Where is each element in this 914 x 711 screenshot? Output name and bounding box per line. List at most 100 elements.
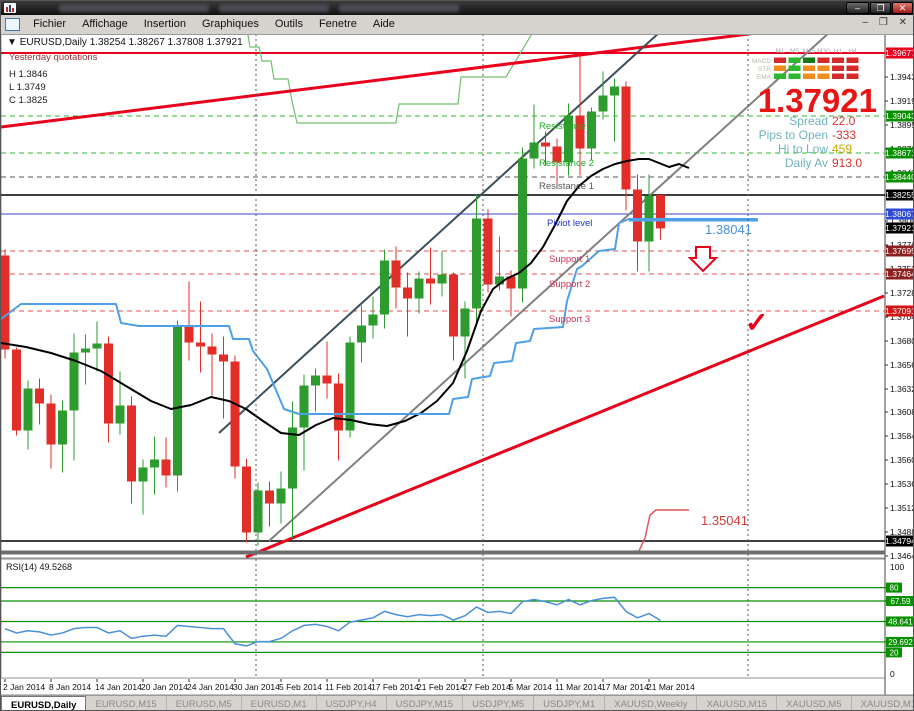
- date-label: 11 Feb 2014: [325, 682, 372, 692]
- date-label: 30 Jan 2014: [233, 682, 280, 692]
- candle-body: [345, 342, 355, 431]
- tab-eurusd-m5[interactable]: EURUSD,M5: [167, 696, 242, 710]
- dashboard-col-H1: H1: [834, 48, 843, 55]
- price-tick-label: 1.36085: [890, 407, 914, 417]
- checkmark-icon[interactable]: ✓: [745, 307, 768, 338]
- candle-body: [506, 276, 516, 289]
- candle-body: [276, 488, 286, 504]
- menu-item-graphiques[interactable]: Graphiques: [201, 18, 259, 30]
- candle-body: [483, 218, 493, 285]
- price-tick-label: 1.34885: [890, 527, 914, 537]
- tab-xauusd-m5[interactable]: XAUUSD,M5: [777, 696, 852, 710]
- price-badge-1.38440: [886, 171, 913, 183]
- candle-body: [58, 410, 67, 445]
- stat-label-spread: Spread: [789, 114, 828, 128]
- price-badge-label: 1.39043: [885, 111, 914, 121]
- price-badge-1.37464: [886, 268, 913, 280]
- candle-body: [92, 343, 102, 349]
- candle-body: [1, 255, 10, 350]
- dashboard-col-M1: M1: [775, 48, 784, 55]
- price-tick-label: 1.35365: [890, 479, 914, 489]
- price-badge-1.37695: [886, 245, 913, 257]
- chart-tab-bar: EURUSD,Daily EURUSD,M15 EURUSD,M5 EURUSD,M1…: [1, 695, 913, 710]
- price-tick-label: 1.37760: [890, 240, 914, 250]
- dashboard-row-STR: STR: [758, 66, 771, 73]
- candle-body: [150, 459, 159, 468]
- candle-body: [426, 278, 435, 284]
- trendline-dark-channel[interactable]: [218, 31, 661, 434]
- menu-bar: Fichier Affichage Insertion Graphiques Outil…: [1, 15, 913, 35]
- candle-body: [598, 95, 608, 112]
- dashboard-row-MACD: MACD: [752, 58, 771, 65]
- candle-body: [161, 459, 171, 476]
- dashboard-cell: [788, 65, 801, 71]
- tab-eurusd-m15[interactable]: EURUSD,M15: [86, 696, 167, 710]
- dashboard-cell: [774, 57, 786, 63]
- rsi-pane[interactable]: [1, 558, 886, 679]
- blue-step-line: [1, 218, 757, 415]
- tab-usdjpy-m5[interactable]: USDJPY,M5: [463, 696, 535, 710]
- close-button[interactable]: ✕: [892, 2, 913, 14]
- child-window-controls[interactable]: – ❐ ✕: [862, 17, 911, 28]
- title-bar: – ❐ ✕: [1, 1, 913, 15]
- date-label: 8 Jan 2014: [49, 682, 91, 692]
- menu-item-affichage[interactable]: Affichage: [82, 18, 128, 30]
- trendline-red-lower[interactable]: [245, 294, 885, 558]
- rsi-badge-label: 80: [890, 584, 899, 593]
- price-tick-label: 1.35125: [890, 503, 914, 513]
- trendline-gray-channel[interactable]: [268, 31, 831, 542]
- dashboard-cell: [803, 65, 815, 71]
- tab-xauusd-weekly[interactable]: XAUUSD,Weekly: [605, 696, 698, 710]
- main-pane[interactable]: [1, 33, 886, 559]
- price-note-135041: 1.35041: [701, 513, 748, 528]
- menu-item-outils[interactable]: Outils: [274, 18, 303, 30]
- tab-eurusd-daily[interactable]: EURUSD,Daily: [1, 696, 87, 710]
- dashboard-cell: [832, 57, 844, 63]
- stat-value: 459: [832, 142, 852, 156]
- menu-item-insertion[interactable]: Insertion: [143, 18, 186, 30]
- price-badge-label: 1.37091: [885, 306, 914, 316]
- candle-body: [403, 287, 412, 299]
- tab-usdjpy-m1[interactable]: USDJPY,M1: [534, 696, 606, 710]
- pane-splitter[interactable]: [1, 550, 885, 555]
- price-badge-1.38067: [886, 208, 913, 220]
- dashboard-cell: [803, 73, 815, 79]
- menu-item-fenetre[interactable]: Fenetre: [318, 18, 357, 30]
- dashboard-cell: [846, 57, 859, 63]
- stat-label-pips-to-open: Pips to Open: [759, 128, 828, 142]
- candle-body: [552, 146, 562, 163]
- price-tick-label: 1.35845: [890, 431, 914, 441]
- menu-item-aide[interactable]: Aide: [372, 18, 395, 30]
- tab-xauusd-m1[interactable]: XAUUSD,M1: [852, 696, 913, 710]
- dashboard-cell: [774, 65, 786, 71]
- price-tick-label: 1.38000: [890, 216, 914, 226]
- candle-body: [138, 467, 148, 482]
- trendline-red-upper[interactable]: [1, 29, 789, 129]
- candle-body: [219, 354, 228, 362]
- tab-eurusd-m1[interactable]: EURUSD,M1: [242, 696, 317, 710]
- label-piviot-level: Piviot level: [547, 218, 592, 229]
- date-label: 2 Jan 2014: [3, 682, 45, 692]
- price-badge-1.39677: [886, 47, 913, 59]
- dashboard-col-M30: M30: [817, 48, 830, 55]
- price-badge-label: 1.37695: [885, 246, 914, 256]
- dashboard-cell: [788, 73, 801, 79]
- tab-xauusd-m15[interactable]: XAUUSD,M15: [697, 696, 778, 710]
- date-label: 17 Feb 2014: [371, 682, 419, 692]
- menu-item-fichier[interactable]: Fichier: [33, 18, 67, 30]
- tab-usdjpy-h4[interactable]: USDJPY,H4: [317, 696, 387, 710]
- main-chart-layer[interactable]: [1, 29, 885, 558]
- down-arrow-icon[interactable]: [687, 246, 719, 273]
- stat-label-daily-av: Daily Av: [785, 156, 828, 170]
- candle-body: [69, 352, 79, 411]
- restore-button[interactable]: ❐: [870, 2, 891, 14]
- candle-body: [299, 385, 309, 428]
- dashboard-cell: [788, 57, 801, 63]
- dashboard-row-EMA: EMA: [757, 74, 772, 81]
- tab-usdjpy-m15[interactable]: USDJPY,M15: [387, 696, 464, 710]
- candle-body: [253, 490, 263, 533]
- minimize-button[interactable]: –: [846, 2, 869, 14]
- price-tick-label: 1.34645: [890, 551, 914, 561]
- candle-body: [230, 361, 240, 467]
